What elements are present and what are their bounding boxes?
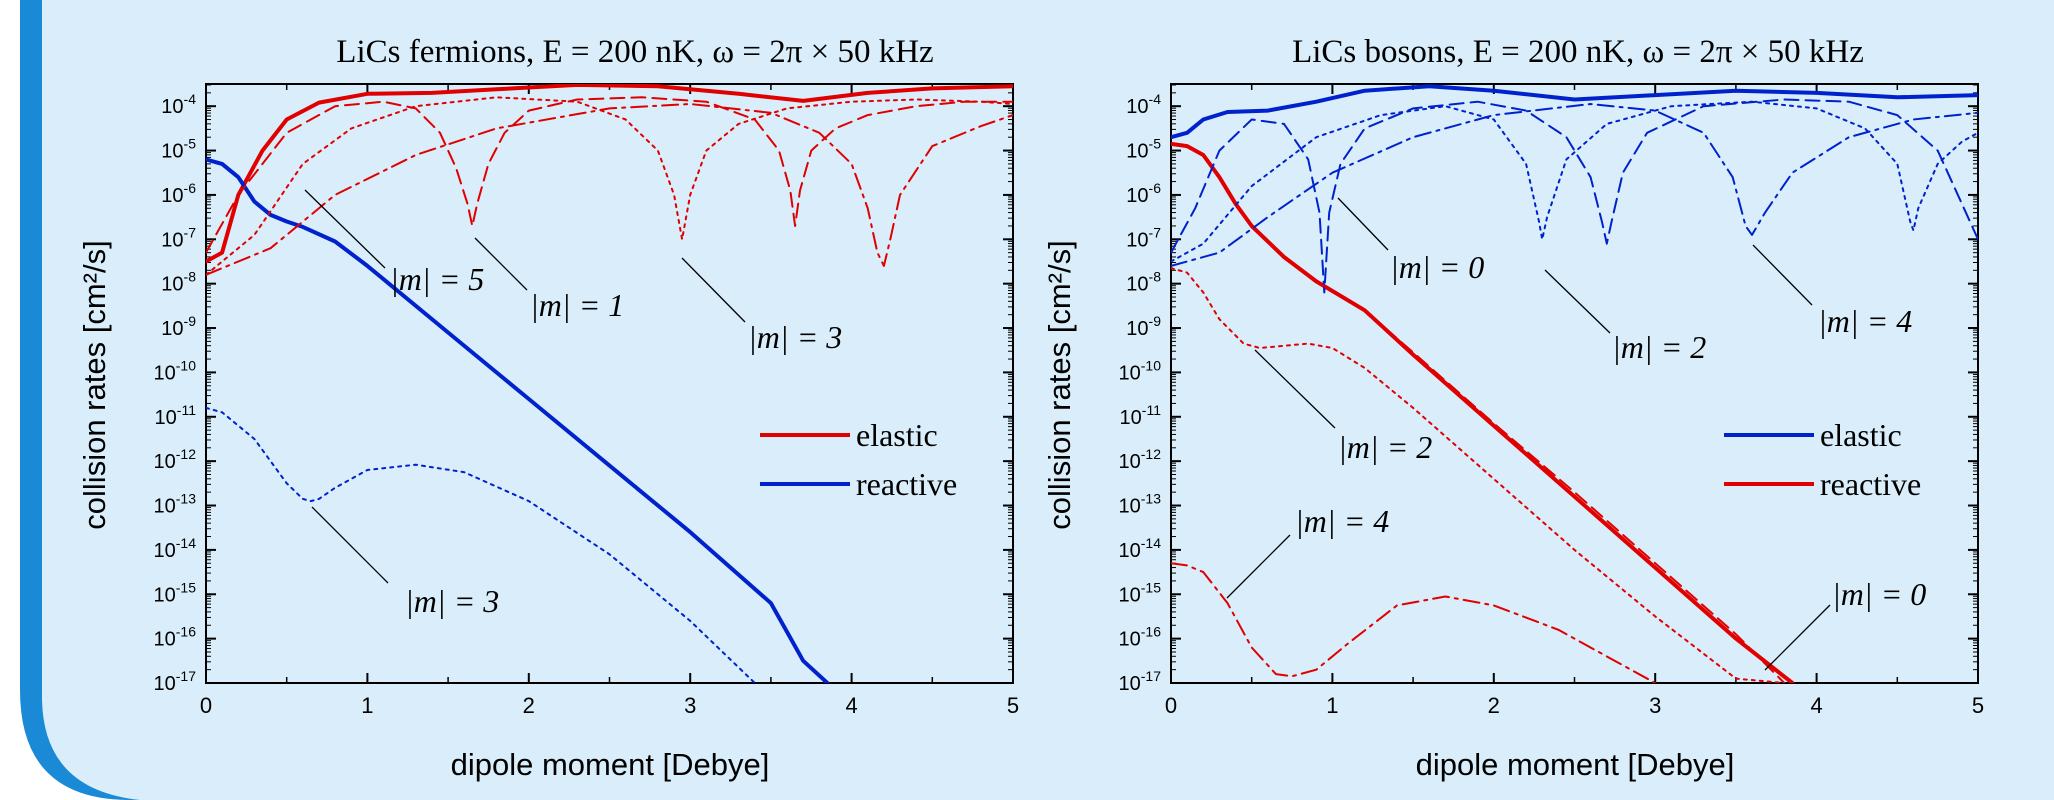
y-tick-label: 10-12 [154, 446, 197, 473]
x-tick-label: 2 [1488, 693, 1500, 718]
annotation-m0-lower: |m| = 0 [1832, 576, 1926, 612]
partial-wave-series-line [1171, 562, 1657, 683]
legend-label-elastic: elastic [856, 417, 938, 453]
annotation-m3-elastic: |m| = 3 [748, 319, 842, 355]
y-tick-label: 10-13 [1119, 491, 1162, 518]
x-tick-label: 1 [1326, 693, 1338, 718]
y-tick-label: 10-8 [161, 269, 196, 296]
partial-wave-series-line [1171, 98, 1978, 294]
annotation-leader [474, 237, 528, 291]
plot-area: 0 1 2 3 4 5 10-4 10-5 10-6 10-7 10-8 10-9 10-10 10-11… [154, 83, 1019, 718]
elastic-series-line [1171, 84, 1978, 140]
y-tick-label: 10-10 [1119, 357, 1162, 384]
annotations [304, 189, 746, 584]
y-tick-label: 10-9 [161, 313, 196, 340]
y-tick-label: 10-10 [154, 357, 197, 384]
y-tick-label: 10-16 [154, 624, 197, 651]
x-tick-label: 4 [845, 693, 857, 718]
y-tick-label: 10-9 [1126, 313, 1161, 340]
y-tick-label: 10-15 [1119, 579, 1162, 606]
chart-title: LiCs bosons, E = 200 nK, ω = 2π × 50 kHz [1292, 34, 1864, 70]
partial-wave-series-line [206, 96, 1013, 254]
partial-wave-series-line [1171, 267, 1786, 683]
annotation-leader [1544, 269, 1611, 334]
y-tick-label: 10-8 [1126, 269, 1161, 296]
annotation-m3-reactive: |m| = 3 [405, 583, 499, 619]
annotation-leader [1226, 534, 1291, 599]
partial-wave-series-line [1171, 103, 1978, 267]
legend-label-reactive: reactive [1820, 466, 1921, 502]
annotation-leader [1337, 197, 1389, 251]
y-tick-label: 10-5 [1126, 136, 1161, 163]
partial-wave-series-line [206, 406, 756, 683]
annotation-m4-upper: |m| = 4 [1818, 303, 1912, 339]
partial-wave-series-line [206, 96, 1013, 276]
legend: elastic reactive [760, 417, 957, 502]
chart-title: LiCs fermions, E = 200 nK, ω = 2π × 50 k… [336, 34, 933, 70]
x-tick-label: 4 [1810, 693, 1822, 718]
x-axis-label: dipole moment [Debye] [1416, 747, 1735, 782]
y-tick-label: 10-11 [1120, 402, 1162, 429]
y-tick-label: 10-7 [1126, 224, 1161, 251]
annotation-leader [681, 257, 746, 323]
annotation-leader [1764, 604, 1831, 671]
x-tick-label: 0 [200, 693, 212, 718]
reactive-series-line [206, 157, 830, 683]
y-axis-label: collision rates [cm²/s] [1042, 240, 1077, 529]
partial-wave-series-line [1171, 100, 1978, 263]
chart-fermions: LiCs fermions, E = 200 nK, ω = 2π × 50 k… [77, 34, 1019, 782]
elastic-series-line [206, 84, 1013, 264]
annotation-m1: |m| = 1 [530, 287, 624, 323]
series-group [206, 84, 1013, 683]
y-tick-label: 10-4 [161, 91, 196, 118]
y-tick-label: 10-11 [155, 402, 197, 429]
annotation-m2-lower: |m| = 2 [1338, 429, 1432, 465]
annotation-m2-upper: |m| = 2 [1612, 329, 1706, 365]
annotation-m0-upper: |m| = 0 [1390, 249, 1484, 285]
y-tick-label: 10-13 [154, 491, 197, 518]
series-group [1171, 84, 1978, 683]
legend-label-elastic: elastic [1820, 417, 1902, 453]
x-tick-label: 0 [1165, 693, 1177, 718]
y-tick-label: 10-16 [1119, 624, 1162, 651]
y-tick-label: 10-14 [154, 535, 197, 562]
x-tick-label: 3 [684, 693, 696, 718]
annotations [1226, 197, 1831, 671]
legend: elastic reactive [1724, 417, 1921, 502]
y-tick-label: 10-4 [1126, 91, 1161, 118]
y-axis-label: collision rates [cm²/s] [77, 240, 112, 529]
y-tick-label: 10-15 [154, 579, 197, 606]
x-tick-label: 2 [523, 693, 535, 718]
annotation-m4-lower: |m| = 4 [1295, 503, 1389, 539]
y-tick-label: 10-5 [161, 136, 196, 163]
y-tick-label: 10-17 [1119, 668, 1162, 695]
partial-wave-series-line [1315, 280, 1786, 683]
y-tick-label: 10-14 [1119, 535, 1162, 562]
x-tick-label: 5 [1972, 693, 1984, 718]
partial-wave-series-line [206, 103, 1013, 276]
chart-bosons: LiCs bosons, E = 200 nK, ω = 2π × 50 kHz… [1042, 34, 1984, 782]
legend-label-reactive: reactive [856, 466, 957, 502]
y-tick-label: 10-17 [154, 668, 197, 695]
plot-area: 0 1 2 3 4 5 10-4 10-5 10-6 10-7 10-8 10-9 10-10 10-11… [1119, 83, 1984, 718]
y-tick-label: 10-7 [161, 224, 196, 251]
annotation-leader [311, 506, 389, 584]
x-axis-label: dipole moment [Debye] [451, 747, 770, 782]
x-tick-label: 3 [1649, 693, 1661, 718]
annotation-m5: |m| = 5 [390, 261, 484, 297]
y-tick-label: 10-12 [1119, 446, 1162, 473]
y-tick-label: 10-6 [1126, 180, 1161, 207]
y-tick-label: 10-6 [161, 180, 196, 207]
x-tick-label: 5 [1007, 693, 1019, 718]
annotation-leader [1752, 244, 1813, 306]
x-tick-label: 1 [361, 693, 373, 718]
annotation-leader [1254, 349, 1336, 429]
annotation-leader [304, 189, 386, 269]
